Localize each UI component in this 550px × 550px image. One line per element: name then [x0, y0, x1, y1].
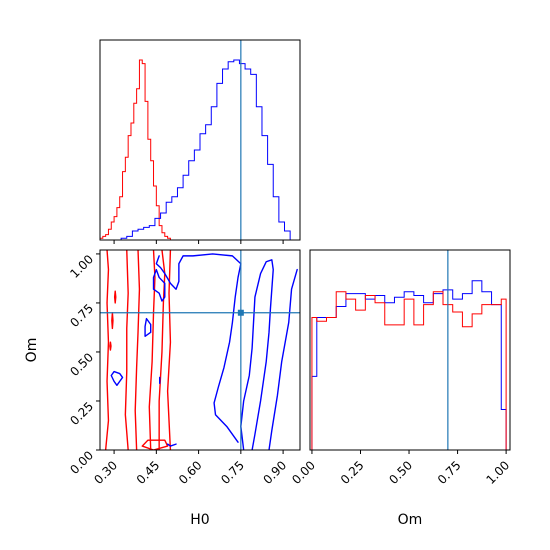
contour-2-1 — [268, 268, 298, 450]
joint-x-tick-label-0: 0.30 — [91, 458, 120, 487]
contour-2-4 — [152, 268, 166, 302]
contour-2-6 — [110, 370, 124, 386]
h0-histogram-ticks — [113, 240, 284, 244]
contour-1-8 — [113, 290, 117, 304]
om-x-tick-label-2: 0.50 — [386, 458, 415, 487]
joint-contour-content — [100, 250, 300, 450]
om-histogram-axis-label: Om — [398, 512, 423, 528]
joint-truth-marker — [237, 309, 244, 316]
contour-1-5 — [158, 250, 166, 450]
h0-histogram-frame — [99, 39, 301, 241]
joint-x-tick-label-4: 0.90 — [260, 458, 289, 487]
om-histogram-series-1 — [311, 280, 507, 450]
joint-y-tick-label-2: 0.50 — [67, 350, 96, 379]
om-axis-label: Om — [24, 338, 40, 363]
om-histogram-panel: 0.00 0.25 0.50 0.75 1.00 Om — [289, 249, 512, 528]
contour-1-3 — [134, 250, 141, 450]
contour-1-2 — [124, 250, 129, 450]
om-x-tick-label-1: 0.25 — [338, 458, 367, 487]
om-x-tick-label-3: 0.75 — [435, 458, 464, 487]
joint-y-ticks: 0.00 0.25 0.50 0.75 1.00 — [67, 252, 100, 477]
om-x-tick-label-0: 0.00 — [289, 458, 318, 487]
joint-y-tick-label-4: 1.00 — [67, 252, 96, 281]
contour-2-8 — [166, 443, 177, 447]
contour-1-6 — [166, 250, 172, 450]
om-histogram-x-ticks: 0.00 0.25 0.50 0.75 1.00 — [289, 450, 512, 487]
contour-2-2 — [240, 259, 274, 450]
h0-histogram-content — [99, 40, 296, 241]
h0-axis-label: H0 — [190, 512, 209, 528]
joint-x-tick-label-3: 0.75 — [218, 458, 247, 487]
h0-histogram-panel — [99, 39, 301, 244]
joint-y-tick-label-1: 0.25 — [67, 399, 96, 428]
om-histogram-content — [311, 250, 507, 450]
contour-2-3 — [155, 253, 242, 443]
contour-1-9 — [111, 312, 114, 330]
contour-1-7 — [141, 439, 169, 450]
h0-histogram-series-2 — [120, 59, 296, 241]
om-x-tick-label-4: 1.00 — [483, 458, 512, 487]
contour-1-1 — [104, 250, 110, 450]
om-histogram-frame — [309, 249, 511, 451]
joint-contour-panel: 0.30 0.45 0.60 0.75 0.90 0.00 0.25 0.50 0.75 1.0… — [24, 249, 301, 528]
om-histogram-series-2 — [311, 291, 507, 450]
joint-contour-frame — [99, 249, 301, 451]
contour-1-10 — [109, 341, 112, 351]
joint-x-tick-label-1: 0.45 — [134, 458, 163, 487]
contour-2-5 — [144, 317, 152, 337]
joint-x-ticks: 0.30 0.45 0.60 0.75 0.90 — [91, 450, 289, 487]
joint-y-tick-label-3: 0.75 — [67, 301, 96, 330]
joint-x-tick-label-2: 0.60 — [176, 458, 205, 487]
h0-histogram-series-1 — [99, 59, 174, 241]
joint-y-tick-label-0: 0.00 — [67, 448, 96, 477]
